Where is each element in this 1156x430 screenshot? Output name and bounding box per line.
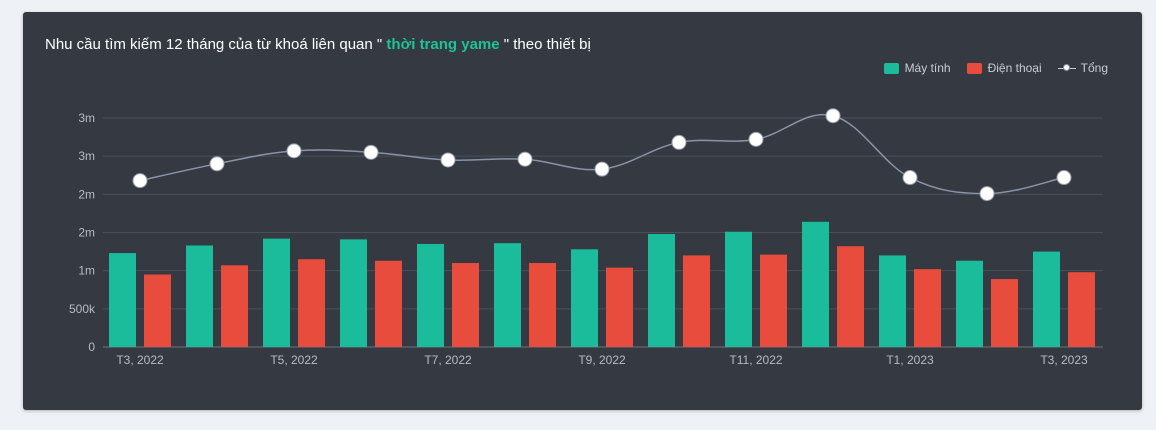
chart-title-suffix: " theo thiết bị xyxy=(499,36,591,53)
chart-legend: Máy tính Điện thoại Tổng xyxy=(868,61,1108,75)
bar-mobile xyxy=(375,260,402,347)
total-point xyxy=(363,144,379,160)
legend-label-total: Tổng xyxy=(1080,61,1108,75)
y-tick-label: 3m xyxy=(78,111,95,125)
bar-desktop xyxy=(802,221,829,347)
legend-line-marker-icon xyxy=(1057,63,1076,74)
legend-label-mobile: Điện thoại xyxy=(987,61,1042,75)
chart-card: Nhu cầu tìm kiếm 12 tháng của từ khoá li… xyxy=(23,12,1142,410)
bar-mobile xyxy=(144,274,171,347)
x-tick-label: T7, 2022 xyxy=(424,353,472,367)
bar-desktop xyxy=(109,253,136,347)
bar-desktop xyxy=(494,243,521,347)
y-tick-label: 1m xyxy=(78,264,95,278)
bar-mobile xyxy=(914,269,941,347)
total-point xyxy=(671,134,687,150)
total-point xyxy=(902,170,918,186)
bar-mobile xyxy=(298,259,325,347)
total-point xyxy=(825,108,841,124)
bar-mobile xyxy=(760,254,787,347)
total-point xyxy=(1056,170,1072,186)
x-tick-label: T9, 2022 xyxy=(578,353,626,367)
total-point xyxy=(517,151,533,167)
bar-mobile xyxy=(837,246,864,347)
total-point xyxy=(286,143,302,159)
chart-plot: 0 500k 1m 2m 2m 3m 3m T3, 2022 T5, 2022 T7, 2022 T… xyxy=(69,108,1103,367)
total-point xyxy=(440,152,456,168)
total-point xyxy=(209,156,225,172)
bar-desktop xyxy=(956,260,983,347)
bar-desktop xyxy=(263,238,290,347)
total-point xyxy=(979,186,995,202)
x-tick-label: T3, 2023 xyxy=(1040,353,1088,367)
bar-desktop xyxy=(879,255,906,347)
bar-desktop xyxy=(725,231,752,347)
bar-mobile xyxy=(529,263,556,347)
bar-mobile xyxy=(991,279,1018,347)
chart-title: Nhu cầu tìm kiếm 12 tháng của từ khoá li… xyxy=(45,36,591,53)
legend-item-mobile[interactable]: Điện thoại xyxy=(966,61,1042,75)
y-tick-label: 3m xyxy=(78,149,95,163)
legend-item-desktop[interactable]: Máy tính xyxy=(883,61,951,75)
y-tick-label: 2m xyxy=(78,226,95,240)
legend-swatch-desktop xyxy=(883,62,899,74)
bar-desktop xyxy=(571,249,598,347)
bar-mobile xyxy=(1068,272,1095,347)
total-series-line xyxy=(139,113,1065,195)
x-tick-label: T3, 2022 xyxy=(116,353,164,367)
bar-desktop xyxy=(186,245,213,347)
bar-desktop xyxy=(1033,251,1060,347)
bar-mobile xyxy=(683,255,710,347)
bar-desktop xyxy=(340,239,367,347)
bar-mobile xyxy=(452,263,479,347)
legend-item-total[interactable]: Tổng xyxy=(1057,61,1108,75)
bar-desktop xyxy=(648,234,675,347)
y-tick-label: 500k xyxy=(69,302,96,316)
chart-title-prefix: Nhu cầu tìm kiếm 12 tháng của từ khoá li… xyxy=(45,36,387,53)
total-point xyxy=(594,161,610,177)
bar-mobile xyxy=(606,267,633,347)
bar-desktop xyxy=(417,243,444,347)
legend-swatch-mobile xyxy=(966,62,982,74)
y-tick-label: 0 xyxy=(88,340,95,354)
x-tick-label: T1, 2023 xyxy=(886,353,934,367)
bar-mobile xyxy=(221,265,248,347)
x-tick-label: T5, 2022 xyxy=(270,353,318,367)
chart-title-keyword: thời trang yame xyxy=(386,36,500,53)
y-tick-label: 2m xyxy=(78,187,95,201)
total-point xyxy=(132,173,148,189)
total-point xyxy=(748,131,764,147)
legend-label-desktop: Máy tính xyxy=(904,61,951,75)
x-tick-label: T11, 2022 xyxy=(729,353,782,367)
